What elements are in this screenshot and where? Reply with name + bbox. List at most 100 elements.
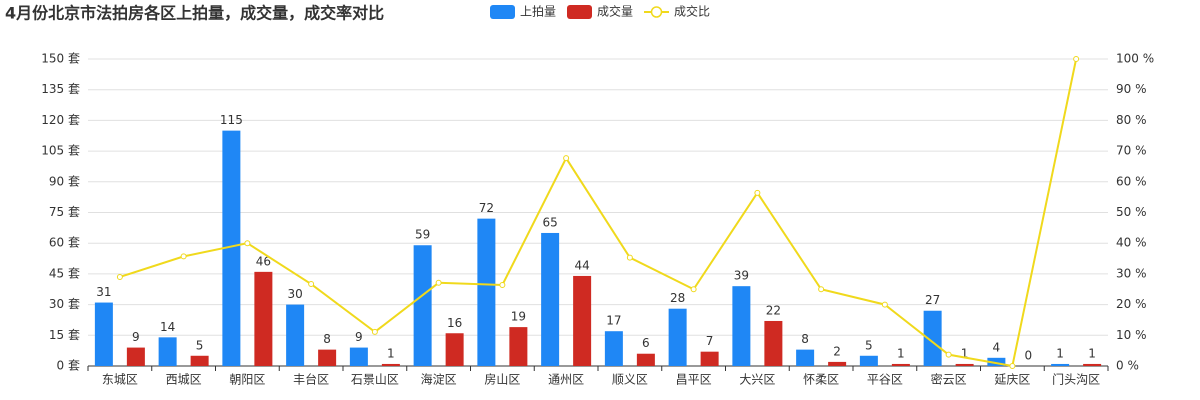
y-tick-label: 60 套 <box>49 236 80 250</box>
line-point <box>1009 363 1016 369</box>
x-tick-label: 平谷区 <box>867 373 903 387</box>
data-label: 7 <box>706 334 714 348</box>
bar <box>222 130 241 366</box>
y-tick-label: 75 套 <box>49 205 80 219</box>
y2-tick-label: 100 % <box>1116 52 1154 66</box>
bar <box>349 347 368 366</box>
line-point <box>881 301 888 308</box>
bar <box>987 357 1006 366</box>
bar <box>796 349 815 366</box>
bar <box>413 245 432 366</box>
line-point <box>308 281 315 288</box>
bar <box>541 232 560 366</box>
legend-label[interactable]: 成交比 <box>674 4 710 19</box>
line-point <box>563 155 570 162</box>
line <box>119 58 1078 368</box>
y2-tick-label: 90 % <box>1116 82 1147 96</box>
bar <box>254 271 273 366</box>
line-point <box>499 281 506 288</box>
data-label: 17 <box>606 314 621 328</box>
data-label: 8 <box>801 332 809 346</box>
data-label: 9 <box>132 330 140 344</box>
y2-tick-label: 10 % <box>1116 328 1147 342</box>
y-tick-label: 90 套 <box>49 174 80 188</box>
x-tick-label: 朝阳区 <box>229 373 265 387</box>
data-label: 30 <box>287 287 302 301</box>
legend-swatch[interactable] <box>490 5 515 19</box>
legend-label[interactable]: 成交量 <box>597 4 633 19</box>
data-label: 5 <box>865 338 873 352</box>
bar <box>158 337 177 366</box>
bar <box>700 351 719 366</box>
bar <box>286 304 305 366</box>
bar <box>859 355 878 366</box>
data-label: 28 <box>670 291 685 305</box>
data-label: 59 <box>415 228 430 242</box>
data-label: 5 <box>196 338 204 352</box>
y-tick-label: 15 套 <box>49 328 80 342</box>
bar <box>636 353 655 366</box>
y2-tick-label: 30 % <box>1116 266 1147 280</box>
x-tick-label: 大兴区 <box>739 373 775 387</box>
x-tick-label: 房山区 <box>484 372 520 387</box>
data-label: 31 <box>96 285 111 299</box>
bar <box>190 355 209 366</box>
line-point <box>945 351 952 358</box>
y2-tick-label: 80 % <box>1116 113 1147 127</box>
bar <box>381 363 400 366</box>
x-tick-label: 门头沟区 <box>1052 372 1100 387</box>
data-label: 16 <box>447 316 462 330</box>
data-label: 1 <box>387 346 395 360</box>
x-tick-label: 西城区 <box>166 373 202 387</box>
data-label: 14 <box>160 320 175 334</box>
data-label: 1 <box>1056 346 1064 360</box>
data-label: 44 <box>574 258 589 272</box>
x-tick-label: 石景山区 <box>351 373 399 387</box>
legend-swatch[interactable] <box>567 5 592 19</box>
legend-marker[interactable] <box>650 6 663 18</box>
data-label: 72 <box>479 201 494 215</box>
line-point <box>371 328 378 335</box>
x-tick-label: 昌平区 <box>676 373 712 387</box>
data-label: 1 <box>1088 346 1096 360</box>
data-label: 39 <box>734 269 749 283</box>
x-tick-label: 海淀区 <box>421 372 457 387</box>
line-point <box>754 189 761 196</box>
line-point <box>116 273 123 280</box>
line-point <box>818 286 825 293</box>
y-tick-label: 45 套 <box>49 266 80 280</box>
bar <box>573 275 592 366</box>
x-tick-label: 东城区 <box>102 373 138 387</box>
data-label: 1 <box>897 346 905 360</box>
y2-tick-label: 20 % <box>1116 297 1147 311</box>
bar <box>1051 363 1070 366</box>
bar <box>318 349 337 366</box>
legend-label[interactable]: 上拍量 <box>520 4 556 19</box>
bar <box>732 286 751 366</box>
y2-tick-label: 0 % <box>1116 359 1139 373</box>
bar <box>604 331 623 366</box>
bar <box>923 310 942 366</box>
x-tick-label: 丰台区 <box>293 372 329 387</box>
data-label: 19 <box>511 310 526 324</box>
data-label: 46 <box>256 254 271 268</box>
x-tick-label: 延庆区 <box>994 373 1030 387</box>
bar <box>1083 363 1102 366</box>
data-label: 115 <box>220 113 243 127</box>
data-label: 9 <box>355 330 363 344</box>
data-label: 6 <box>642 336 650 350</box>
chart-title: 4月份北京市法拍房各区上拍量，成交量，成交率对比 <box>5 4 384 23</box>
x-tick-label: 怀柔区 <box>803 373 839 387</box>
data-label: 65 <box>542 215 557 229</box>
bar <box>94 302 113 366</box>
line-point <box>626 254 633 261</box>
bar <box>477 218 496 366</box>
data-label: 27 <box>925 293 940 307</box>
y-tick-label: 120 套 <box>41 113 80 127</box>
bar <box>445 333 464 366</box>
data-label: 22 <box>766 303 781 317</box>
x-tick-label: 顺义区 <box>612 373 648 387</box>
line-point <box>180 253 187 260</box>
bar <box>668 308 687 366</box>
